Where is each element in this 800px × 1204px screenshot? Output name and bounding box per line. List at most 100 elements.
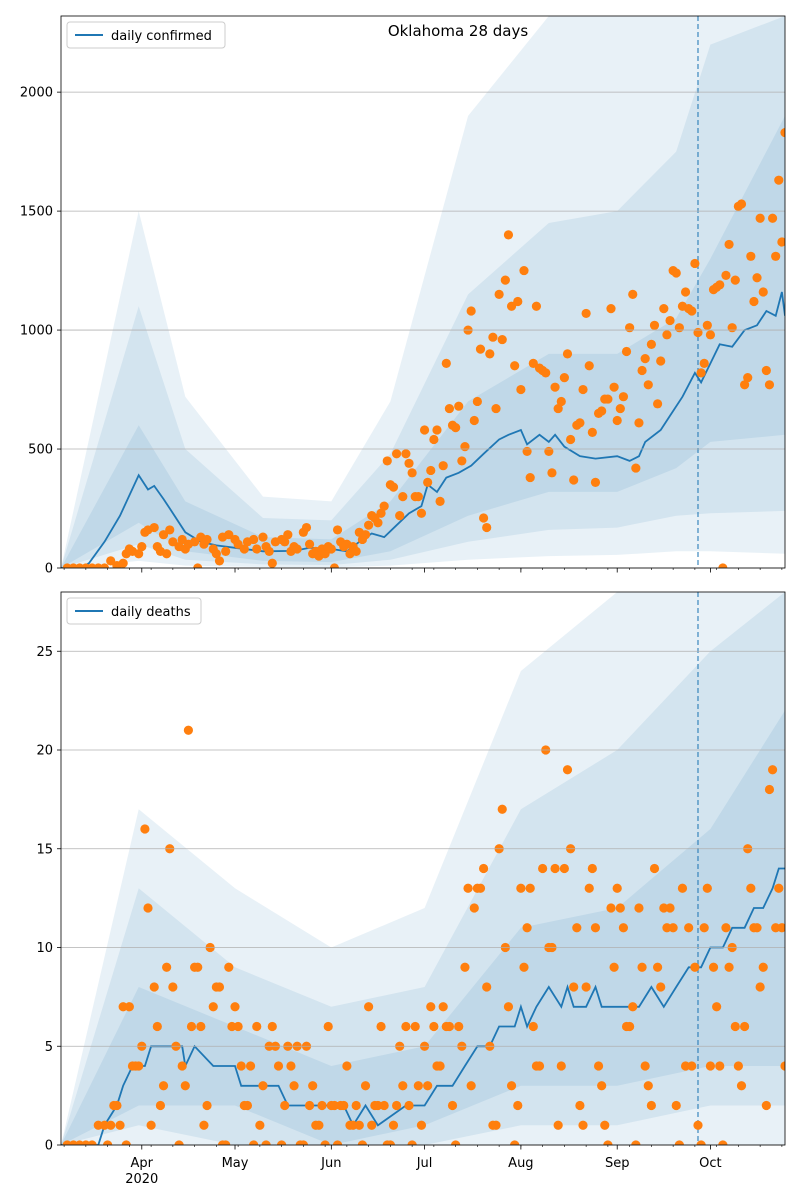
observed-point — [646, 1100, 656, 1111]
observed-point — [755, 982, 765, 992]
observed-point — [687, 306, 697, 316]
observed-point — [202, 1100, 212, 1111]
observed-point — [752, 923, 762, 933]
observed-point — [398, 492, 408, 502]
observed-point — [391, 1100, 402, 1111]
axes-frame — [60, 15, 786, 569]
observed-point — [376, 1021, 386, 1032]
uncertainty-band — [61, 710, 785, 1145]
observed-point — [516, 883, 526, 893]
series-line — [61, 291, 785, 568]
observed-point — [634, 418, 644, 428]
observed-point — [721, 923, 731, 933]
axes-frame — [60, 591, 786, 1146]
observed-point — [301, 522, 312, 533]
observed-point — [643, 1081, 653, 1091]
observed-point — [702, 883, 712, 893]
observed-point — [466, 306, 476, 316]
observed-point — [376, 508, 386, 518]
observed-point — [736, 1081, 747, 1091]
observed-point — [320, 549, 330, 559]
y-tick-label: 1000 — [20, 324, 53, 339]
observed-point — [475, 344, 486, 354]
observed-point — [432, 425, 442, 435]
observed-point — [429, 1021, 439, 1032]
observed-point — [743, 373, 753, 383]
observed-point — [236, 1061, 246, 1071]
observed-point — [214, 556, 225, 566]
observed-point — [680, 287, 691, 297]
observed-point — [103, 1140, 113, 1145]
observed-point — [364, 520, 374, 530]
observed-point — [631, 1140, 641, 1145]
observed-point — [444, 403, 455, 414]
observed-point — [621, 346, 632, 357]
observed-point — [289, 1081, 299, 1091]
observed-point — [562, 349, 573, 359]
x-tick-label: Jul — [416, 1156, 433, 1171]
observed-point — [758, 287, 768, 297]
observed-point — [174, 1140, 184, 1145]
observed-point — [112, 1100, 122, 1111]
observed-point — [438, 461, 448, 471]
observed-point — [637, 365, 647, 376]
observed-point — [267, 1021, 277, 1032]
observed-point — [475, 883, 486, 893]
observed-point — [643, 380, 653, 390]
observed-point — [413, 1081, 423, 1091]
observed-point — [224, 962, 234, 972]
observed-point — [416, 508, 427, 518]
y-tick-label: 0 — [45, 1139, 53, 1154]
observed-point — [628, 289, 638, 299]
observed-point — [258, 532, 268, 542]
observed-point — [162, 549, 172, 559]
observed-point — [578, 384, 588, 395]
observed-point — [373, 518, 383, 528]
observed-point — [388, 482, 399, 492]
observed-point — [696, 1140, 706, 1145]
observed-point — [196, 1021, 206, 1032]
observed-point — [193, 962, 203, 972]
legend-box — [66, 21, 226, 49]
observed-point — [615, 903, 625, 913]
observed-point — [426, 1002, 436, 1012]
observed-point — [87, 1140, 97, 1145]
observed-point — [457, 456, 467, 466]
observed-point — [497, 804, 507, 814]
observed-point — [553, 1120, 563, 1130]
observed-point — [609, 962, 619, 972]
observed-point — [444, 1021, 455, 1032]
observed-point — [391, 449, 402, 459]
y-tick-label: 25 — [36, 645, 53, 660]
observed-point — [401, 449, 411, 459]
observed-point — [214, 982, 225, 992]
observed-point — [224, 530, 234, 540]
observed-point — [469, 903, 479, 913]
observed-point — [177, 534, 187, 545]
observed-point — [587, 863, 597, 874]
observed-point — [106, 1120, 116, 1130]
observed-point — [746, 251, 756, 261]
observed-point — [186, 1021, 197, 1032]
observed-point — [416, 1120, 427, 1130]
y-tick-label: 0 — [45, 562, 53, 577]
observed-point — [190, 537, 200, 547]
observed-point — [149, 522, 159, 533]
observed-point — [497, 334, 507, 345]
y-tick-label: 5 — [45, 1040, 53, 1055]
observed-point — [413, 492, 423, 502]
legend-label: daily deaths — [111, 605, 191, 620]
observed-point — [606, 903, 616, 913]
observed-point — [771, 251, 781, 261]
observed-point — [634, 903, 644, 913]
observed-point — [674, 1140, 684, 1145]
observed-point — [264, 546, 274, 556]
observed-point — [314, 1120, 324, 1130]
observed-point — [618, 392, 629, 402]
observed-point — [342, 1061, 352, 1071]
observed-point — [165, 525, 175, 535]
observed-point — [777, 237, 785, 247]
observed-point — [761, 1100, 771, 1111]
observed-point — [407, 468, 417, 478]
